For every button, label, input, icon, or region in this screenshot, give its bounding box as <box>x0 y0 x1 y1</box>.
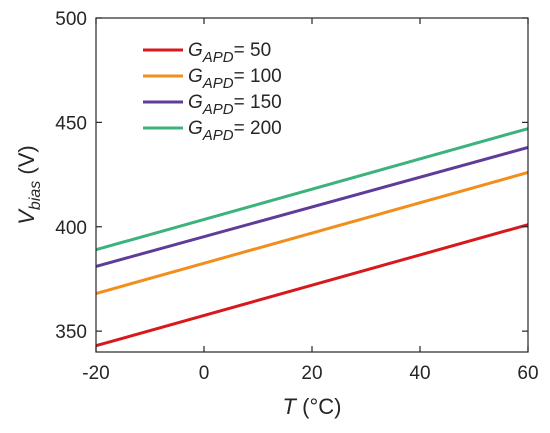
x-tick-label: 40 <box>409 363 430 384</box>
legend-label: GAPD= 100 <box>188 66 282 92</box>
legend-item-4: GAPD= 200 <box>143 118 282 144</box>
y-tick-label: 450 <box>55 113 87 134</box>
series-line-2 <box>95 171 529 295</box>
legend-item-3: GAPD= 150 <box>143 92 282 118</box>
legend-item-1: GAPD= 50 <box>143 40 271 66</box>
ticks-layer: -20 0 20 40 60 350 400 450 500 <box>55 9 538 384</box>
legend-item-2: GAPD= 100 <box>143 66 282 92</box>
x-axis-unit: (°C) <box>296 394 341 419</box>
x-tick-label: 20 <box>301 363 322 384</box>
y-axis-label: Vbias (V) <box>14 145 44 225</box>
y-tick-label: 400 <box>55 218 87 239</box>
x-axis-symbol: T <box>283 394 298 419</box>
legend-label: GAPD= 150 <box>188 92 282 118</box>
x-tick-label: 60 <box>517 363 538 384</box>
series-line-3 <box>95 145 529 268</box>
y-axis-symbol: V <box>14 208 39 225</box>
y-tick-label: 500 <box>55 9 87 30</box>
series-line-4 <box>95 127 529 252</box>
x-axis-label: T (°C) <box>283 394 342 419</box>
series-line-1 <box>95 223 529 348</box>
x-tick-label: 0 <box>199 363 210 384</box>
plot-frame <box>95 17 529 353</box>
x-tick-label: -20 <box>82 363 109 384</box>
legend-label: GAPD= 200 <box>188 118 282 144</box>
y-axis-subscript: bias <box>27 181 44 210</box>
y-tick-label: 350 <box>55 322 87 343</box>
y-axis-unit: (V) <box>14 145 39 180</box>
legend-label: GAPD= 50 <box>188 40 271 66</box>
series-layer <box>95 127 529 348</box>
